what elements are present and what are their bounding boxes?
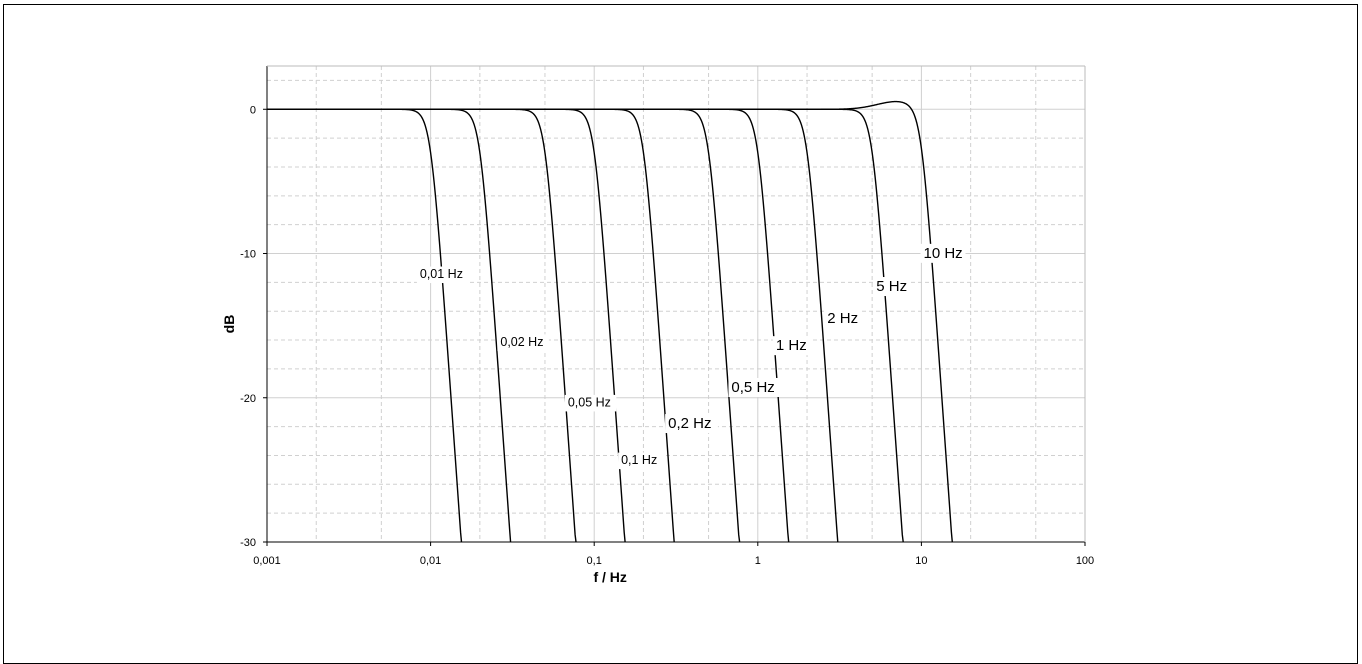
curve-label-bg [665,414,718,434]
curve-label-bg [564,394,617,412]
curve-0-5-Hz [267,108,741,543]
curve-0-01-Hz [267,108,463,543]
curve-label: 0,5 Hz [731,379,774,396]
curve-0-02-Hz [267,108,512,543]
chart-frame: 0,01 Hz 0,02 Hz 0,05 Hz 0,1 Hz 0,2 Hz 0,5 Hz 1… [3,4,1358,664]
curve-label-bg [920,243,966,263]
curve-label-bg [772,336,811,356]
curve-1-Hz [267,108,790,543]
curve-label-bg [416,266,469,284]
y-axis-title: dB [221,315,237,334]
curve-label: 0,05 Hz [568,395,611,409]
curve-label-bg [728,377,782,397]
curve-label: 0,1 Hz [621,453,657,467]
y-tick-label: -10 [240,249,256,261]
curve-label: 2 Hz [827,310,858,327]
x-tick-label: 10 [915,555,927,567]
curve-0-05-Hz [267,108,577,543]
curve-label-bg [873,277,911,297]
curve-10-Hz [267,100,953,543]
curve-2-Hz [267,108,839,543]
x-axis-title: f / Hz [593,569,626,585]
x-tick-label: 0,01 [420,555,441,567]
curve-label: 10 Hz [924,245,963,262]
curve-label: 0,01 Hz [420,267,463,281]
grid [267,66,1085,542]
curve-label: 0,02 Hz [500,335,543,349]
curve-label-bg [497,334,549,351]
curve-label: 0,2 Hz [668,415,711,432]
y-tick-label: -30 [240,537,256,549]
curve-labels: 0,01 Hz 0,02 Hz 0,05 Hz 0,1 Hz 0,2 Hz 0,5 Hz 1… [416,243,966,470]
y-tick-label: -20 [240,393,256,405]
curve-label-bg [618,452,664,470]
curve-0-2-Hz [267,108,675,543]
curves [267,100,953,543]
curve-label: 1 Hz [776,337,807,354]
y-tick-label: 0 [250,104,256,116]
curve-label-bg [824,308,862,328]
curve-5-Hz [267,108,904,543]
x-tick-label: 0,1 [587,555,602,567]
x-tick-label: 0,001 [253,555,281,567]
x-tick-label: 100 [1076,555,1094,567]
filter-response-chart: 0,01 Hz 0,02 Hz 0,05 Hz 0,1 Hz 0,2 Hz 0,5 Hz 1… [221,65,1094,585]
curve-label: 5 Hz [876,278,907,295]
x-tick-label: 1 [755,555,761,567]
axes: 0,001 0,01 0,1 1 10 100 0 -10 -20 -30 [240,65,1094,567]
